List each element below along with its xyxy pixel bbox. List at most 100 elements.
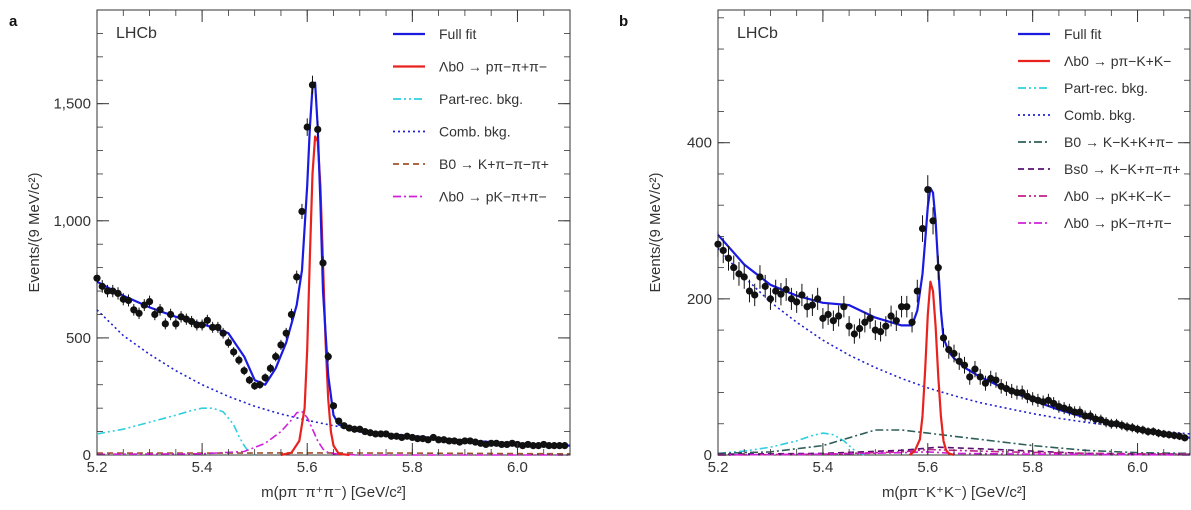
- x-tick-label: 5.2: [708, 459, 729, 476]
- data-point: [282, 329, 290, 337]
- data-point: [955, 357, 963, 365]
- data-point: [135, 309, 143, 317]
- data-point: [945, 346, 953, 354]
- curve-comb-bkg: [96, 309, 571, 446]
- data-point: [161, 320, 169, 328]
- data-point: [261, 374, 269, 382]
- legend-label: Full fit: [439, 26, 476, 42]
- data-point: [766, 295, 775, 303]
- data-point: [1181, 434, 1189, 442]
- data-point: [992, 376, 1000, 384]
- axis-ticks-a: 5.2 5.4 5.6 5.8 6.0 0 500 1,000 1,500: [53, 9, 571, 476]
- data-point: [445, 437, 453, 445]
- legend-label: Comb. bkg.: [439, 124, 511, 140]
- data-point: [329, 402, 338, 410]
- data-point: [1144, 427, 1152, 436]
- data-point: [124, 296, 133, 305]
- curve-bs-bkg: [717, 446, 1191, 455]
- data-point: [219, 329, 227, 337]
- curve-lb-pkpipi: [96, 410, 570, 456]
- axis-ticks-b: 5.2 5.4 5.6 5.8 6.0 0 200 400: [687, 10, 1191, 476]
- y-tick-label: 400: [687, 135, 712, 152]
- data-point: [561, 442, 569, 450]
- data-point: [198, 321, 206, 329]
- data-point: [277, 341, 285, 349]
- data-point: [918, 224, 927, 233]
- y-tick-label: 1,000: [53, 213, 91, 230]
- legend-label: Λb0 → pK−π+π−: [439, 189, 547, 205]
- data-point: [960, 361, 969, 369]
- data-point: [114, 289, 122, 297]
- data-point: [461, 437, 469, 445]
- y-axis-title-b: Events/(9 MeV/c²): [647, 172, 664, 292]
- data-point: [814, 295, 822, 303]
- data-point: [840, 303, 848, 311]
- data-point: [735, 270, 743, 278]
- data-point: [913, 287, 921, 295]
- panel-a: a LHCb 5.2 5.4 5.6 5.8 6.0 0 500 1,000 1,500 Ful…: [9, 9, 571, 501]
- data-point: [798, 291, 806, 299]
- data-point: [835, 312, 843, 320]
- data-point: [939, 334, 948, 342]
- data-point: [856, 324, 864, 333]
- plot-frame-a: [96, 9, 571, 456]
- data-point: [287, 310, 296, 319]
- data-point: [203, 316, 211, 324]
- data-point: [861, 318, 869, 326]
- data-point: [850, 330, 858, 338]
- data-point: [971, 365, 979, 373]
- data-point: [555, 442, 564, 450]
- x-axis-title-b: m(pπ⁻K⁺K⁻) [GeV/c²]: [882, 484, 1026, 501]
- data-point: [950, 349, 958, 358]
- data-point: [188, 317, 196, 326]
- data-point: [377, 430, 385, 438]
- data-point: [545, 442, 553, 450]
- legend-label: Λb0 → pπ−K+K−: [1064, 53, 1171, 69]
- data-point: [793, 298, 801, 306]
- legend-b: Full fit Λb0 → pπ−K+K− Part-rec. bkg. Comb.…: [1018, 26, 1181, 231]
- data-point: [103, 287, 112, 295]
- curve-comb-bkg: [717, 247, 1191, 435]
- data-point: [235, 356, 243, 364]
- y-axis-title-a: Events/(9 MeV/c²): [26, 172, 43, 292]
- legend-label: Full fit: [1064, 26, 1101, 42]
- data-point: [845, 322, 853, 330]
- data-point: [903, 303, 911, 311]
- data-point: [719, 246, 727, 255]
- x-tick-label: 6.0: [507, 459, 528, 476]
- data-point: [371, 430, 380, 438]
- x-tick-label: 5.2: [87, 459, 108, 476]
- data-point: [529, 442, 537, 450]
- experiment-label-b: LHCb: [737, 25, 778, 42]
- data-point: [145, 297, 154, 306]
- data-point: [777, 290, 785, 298]
- data-point: [293, 273, 301, 281]
- x-tick-label: 5.8: [402, 459, 423, 476]
- data-point: [298, 207, 306, 216]
- data-point: [151, 310, 159, 319]
- experiment-label-a: LHCb: [116, 25, 157, 42]
- data-point: [887, 312, 895, 320]
- data-point: [224, 338, 232, 347]
- data-point: [256, 381, 264, 389]
- legend-label: Part-rec. bkg.: [1064, 80, 1148, 96]
- x-tick-label: 6.0: [1127, 459, 1148, 476]
- data-point: [1076, 408, 1084, 416]
- curve-part-rec-bkg: [717, 432, 866, 456]
- data-point: [1071, 408, 1079, 416]
- data-point: [93, 274, 101, 282]
- data-point: [1050, 399, 1058, 408]
- data-point: [1086, 412, 1094, 420]
- legend-a: Full fit Λb0 → pπ−π+π− Part-rec. bkg. Comb.…: [393, 26, 549, 205]
- x-axis-title-a: m(pπ⁻π⁺π⁻) [GeV/c²]: [261, 484, 406, 501]
- curve-part-rec-bkg: [96, 407, 256, 456]
- legend-label: Λb0 → pπ−π+π−: [439, 59, 547, 75]
- data-point: [487, 439, 495, 447]
- data-point: [240, 367, 248, 375]
- data-point: [772, 287, 780, 295]
- data-point: [981, 379, 990, 387]
- data-point: [166, 310, 175, 319]
- data-point: [934, 264, 942, 272]
- data-point: [272, 353, 280, 361]
- data-point: [787, 295, 796, 303]
